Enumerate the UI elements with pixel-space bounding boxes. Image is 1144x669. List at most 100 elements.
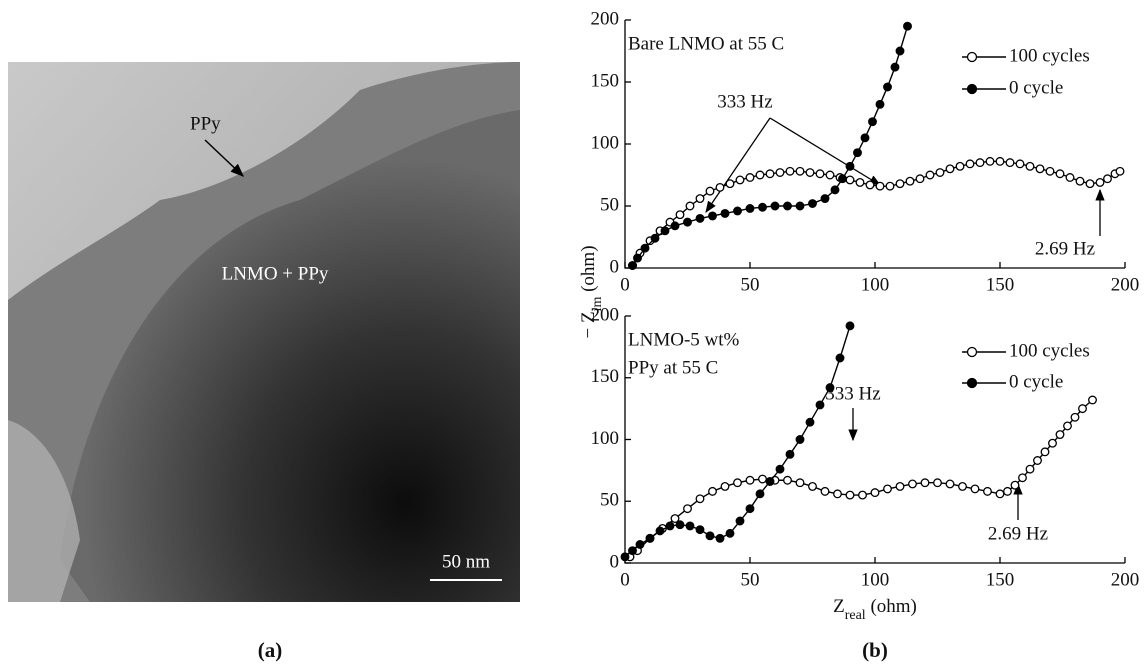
data-point (858, 490, 867, 500)
data-point (1065, 173, 1075, 182)
axis-label-part: − Z (578, 311, 599, 338)
data-point (775, 168, 785, 177)
data-point (833, 489, 842, 499)
x-tick-label: 200 (1111, 274, 1140, 295)
data-point (933, 478, 942, 488)
y-tick-label: 50 (600, 194, 619, 215)
axis-label-part: im (590, 297, 605, 312)
data-point (795, 201, 805, 211)
data-point (1003, 486, 1012, 496)
data-point (985, 156, 995, 166)
data-point (845, 175, 855, 185)
y-tick-label: 100 (591, 428, 620, 449)
data-point (860, 133, 870, 143)
data-point (755, 489, 765, 499)
data-point (675, 520, 685, 530)
data-point (805, 168, 815, 177)
chart-title: Bare LNMO at 55 C (628, 33, 784, 54)
data-point (628, 546, 637, 556)
data-point (755, 170, 765, 180)
data-point (660, 226, 670, 236)
data-point (920, 478, 930, 488)
data-point (795, 435, 805, 444)
y-tick-label: 150 (591, 366, 620, 387)
data-point (635, 540, 645, 549)
data-point (1018, 473, 1027, 483)
data-point (715, 533, 725, 543)
data-point (695, 525, 705, 535)
data-point (895, 179, 905, 189)
data-point (945, 479, 955, 489)
axis-label: − Zim (ohm) (578, 245, 604, 338)
axis-label-part: Z (833, 596, 845, 617)
data-point (705, 186, 715, 196)
data-point (765, 477, 775, 486)
chart-title: PPy at 55 C (628, 357, 718, 378)
data-point (915, 174, 925, 184)
x-tick-label: 0 (620, 569, 630, 590)
data-point (765, 169, 775, 179)
legend-label: 0 cycle (1009, 371, 1063, 392)
data-point (935, 168, 945, 177)
y-tick-label: 200 (591, 304, 620, 325)
data-point (1095, 177, 1105, 187)
data-point (633, 253, 642, 263)
data-point (675, 210, 685, 220)
x-tick-label: 50 (741, 274, 760, 295)
data-point (775, 464, 785, 474)
data-point (685, 201, 695, 211)
data-point (830, 185, 840, 195)
data-point (695, 213, 705, 223)
data-point (925, 170, 935, 180)
data-point (853, 148, 862, 158)
axis-label-part: (ohm) (866, 596, 917, 617)
data-point (820, 194, 830, 204)
x-tick-label: 200 (1111, 569, 1140, 590)
data-point (875, 99, 885, 109)
data-point (885, 181, 895, 191)
data-point (785, 449, 795, 459)
x-tick-label: 150 (986, 569, 1015, 590)
arrow (204, 139, 244, 177)
data-point (838, 174, 847, 184)
data-point (955, 161, 965, 171)
data-point (785, 166, 795, 176)
data-point (1005, 158, 1015, 168)
data-point (745, 504, 755, 514)
data-point (1048, 438, 1057, 448)
data-point (735, 516, 745, 526)
data-point (670, 221, 680, 231)
annotation: 333 Hz (717, 91, 772, 112)
axis-label-part: (ohm) (578, 245, 599, 296)
data-point (745, 204, 755, 213)
y-tick-label: 50 (600, 490, 619, 511)
annotation: 2.69 Hz (1035, 238, 1095, 259)
data-point (845, 490, 855, 500)
data-point (805, 417, 815, 427)
data-point (705, 531, 715, 541)
x-tick-label: 50 (741, 569, 760, 590)
legend-label: 0 cycle (1009, 77, 1063, 98)
data-point (995, 156, 1005, 166)
annotation: 2.69 Hz (988, 523, 1048, 544)
data-point (1063, 421, 1072, 431)
data-point (695, 494, 705, 504)
data-point (620, 552, 630, 562)
data-point (783, 201, 792, 211)
data-point (845, 321, 855, 331)
data-point (725, 528, 735, 538)
annotation-arrow (769, 117, 881, 186)
axis-label-part: real (845, 608, 866, 623)
data-point (905, 176, 915, 186)
data-point (958, 481, 967, 491)
data-point (1078, 404, 1087, 414)
data-point (1055, 430, 1065, 440)
data-point (815, 169, 825, 179)
panel-label: (b) (862, 638, 888, 662)
data-point (903, 21, 912, 31)
data-point (1045, 166, 1055, 176)
tem-label: PPy (190, 113, 221, 134)
data-point (895, 46, 905, 56)
data-point (745, 173, 755, 182)
